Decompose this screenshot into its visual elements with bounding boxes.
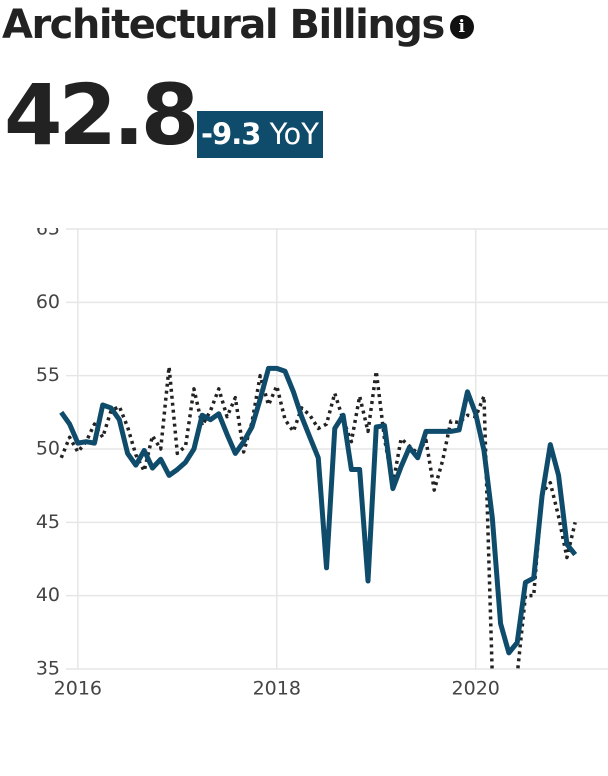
plot-area [59,365,578,669]
line-series [59,365,578,656]
change-unit: YoY [269,117,319,151]
y-tick-label: 35 [36,658,60,680]
chart: 35 40 45 50 55 60 65 2016 2018 2020 [36,228,608,700]
change: -9.3 [201,117,261,151]
x-tick-label: 2018 [253,678,301,700]
y-tick-label: 65 [36,228,60,240]
y-tick-label: 50 [36,438,60,460]
title: Architectural Billings [2,2,445,48]
x-tick-label: 2016 [54,678,102,700]
y-tick-label: 45 [36,511,60,533]
y-tick-label: 40 [36,584,60,606]
title-row: Architectural Billings i [2,2,474,48]
y-tick-label: 60 [36,291,60,313]
info-icon[interactable]: i [449,15,474,39]
y-tick-label: 55 [36,364,60,386]
x-tick-label: 2020 [452,678,500,700]
line-series [59,365,577,669]
change-badge: -9.3 YoY [197,111,323,158]
current-value: 42.8 [4,66,199,164]
